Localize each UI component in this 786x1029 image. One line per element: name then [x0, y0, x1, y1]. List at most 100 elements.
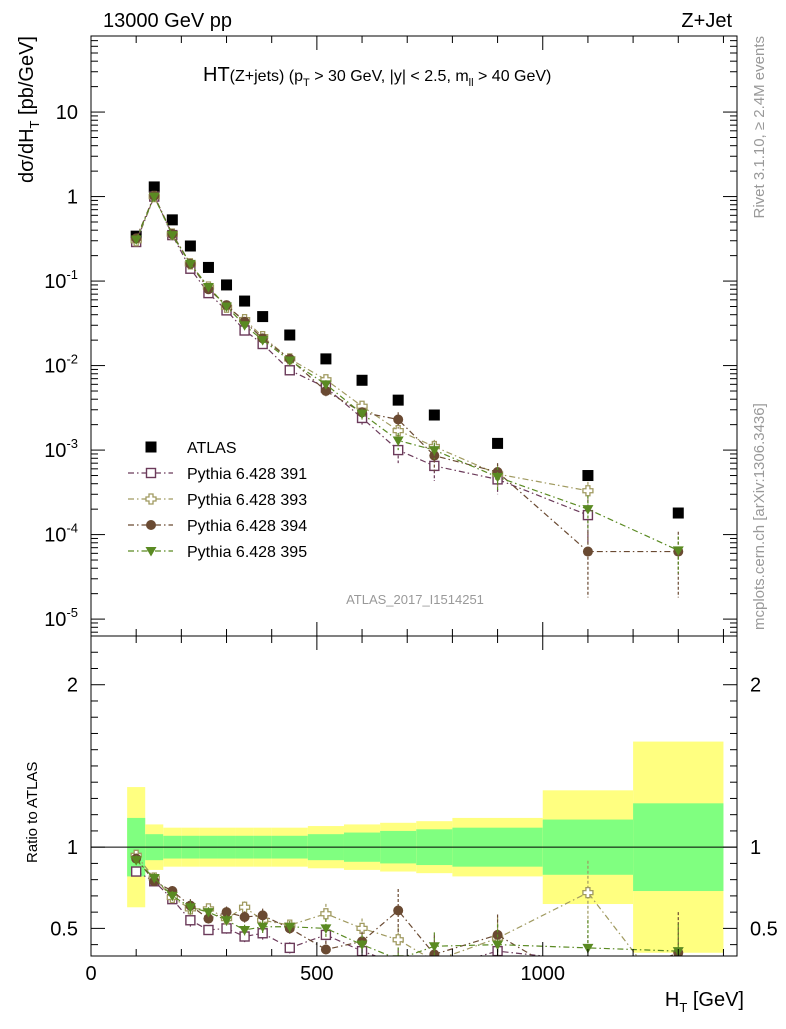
x-axis-label: HT [GeV] — [665, 989, 744, 1015]
ratio-point-pythia-6-428-395-11 — [392, 955, 404, 956]
ratio-point-pythia-6-428-395-9 — [320, 924, 332, 934]
ratio-point-pythia-6-428-394-11 — [393, 905, 404, 916]
ratio-point-pythia-6-428-395-12 — [428, 942, 440, 952]
mcplots-reference-label: mcplots.cern.ch [arXiv:1306.3436] — [751, 403, 768, 630]
ratio-point-pythia-6-428-395-2 — [166, 891, 178, 902]
point-atlas-13 — [492, 437, 504, 449]
y-bot-tick-label-right-1: 1 — [750, 837, 761, 859]
point-atlas-8 — [284, 329, 296, 341]
x-tick-label-0: 0 — [85, 963, 96, 985]
ratio-point-pythia-6-428-394-6 — [239, 912, 250, 923]
legend-marker-pythia-6-428-393 — [145, 493, 157, 505]
ratio-point-pythia-6-428-394-14 — [583, 983, 593, 993]
ratio-point-pythia-6-428-394-5 — [221, 907, 232, 918]
ratio-point-pythia-6-428-391-4 — [203, 924, 214, 936]
point-pythia-6-428-395-5 — [221, 302, 233, 313]
point-pythia-6-428-394-11 — [393, 414, 404, 425]
point-pythia-6-428-395-11 — [392, 436, 404, 446]
ratio-point-pythia-6-428-394-9 — [320, 944, 331, 955]
rivet-version-label: Rivet 3.1.10, ≥ 2.4M events — [751, 36, 768, 219]
line-pythia-6-428-393 — [135, 195, 589, 492]
point-atlas-7 — [257, 311, 269, 323]
y-top-tick-label-6: 10 — [56, 102, 78, 124]
ratio-point-pythia-6-428-395-0 — [130, 856, 142, 866]
x-tick-label-2: 1000 — [520, 963, 565, 985]
ratio-point-pythia-6-428-393-9 — [320, 908, 332, 920]
ratio-point-pythia-6-428-391-11 — [394, 960, 403, 969]
legend-label-pythia-6-428-394: Pythia 6.428 394 — [187, 518, 307, 535]
point-pythia-6-428-395-1 — [148, 192, 160, 203]
ratio-point-pythia-6-428-395-7 — [257, 922, 269, 933]
legend-label-atlas: ATLAS — [187, 440, 237, 457]
ratio-point-pythia-6-428-393-14 — [582, 887, 594, 899]
y-top-tick-label-2: 10-3 — [44, 436, 78, 462]
point-pythia-6-428-395-13 — [492, 473, 504, 483]
ratio-point-pythia-6-428-391-14 — [582, 955, 594, 956]
ratio-point-pythia-6-428-391-3 — [185, 915, 196, 926]
ratio-point-pythia-6-428-391-12 — [430, 964, 439, 973]
y-top-tick-label-1: 10-4 — [44, 521, 78, 547]
point-pythia-6-428-395-3 — [184, 259, 196, 270]
ratio-point-pythia-6-428-393-12 — [431, 955, 437, 956]
point-pythia-6-428-393-11 — [392, 424, 404, 437]
y-top-tick-label-5: 1 — [67, 187, 78, 209]
point-pythia-6-428-395-8 — [284, 356, 296, 366]
ratio-point-pythia-6-428-391-8 — [284, 942, 295, 954]
x-tick-label-1: 500 — [300, 963, 333, 985]
point-pythia-6-428-395-12 — [428, 446, 440, 456]
point-pythia-6-428-393-14 — [582, 485, 594, 497]
legend-label-pythia-6-428-393: Pythia 6.428 393 — [187, 492, 307, 509]
ratio-line-pythia-6-428-395 — [135, 859, 679, 956]
ratio-point-pythia-6-428-395-10 — [356, 940, 368, 951]
point-pythia-6-428-395-10 — [356, 409, 368, 420]
y-bot-tick-label-left-1: 1 — [67, 837, 78, 859]
y-top-tick-label-3: 10-2 — [44, 352, 78, 378]
point-atlas-6 — [239, 295, 251, 307]
point-atlas-2 — [166, 214, 178, 226]
point-pythia-6-428-395-0 — [130, 235, 142, 246]
ratio-plot-frame — [90, 635, 738, 957]
point-pythia-6-428-395-15 — [672, 546, 684, 556]
point-pythia-6-428-391-8 — [284, 365, 295, 376]
ratio-point-pythia-6-428-393-11 — [392, 934, 404, 946]
plot-title: HT(Z+jets) (pT > 30 GeV, |y| < 2.5, mll … — [203, 64, 551, 89]
ratio-point-pythia-6-428-395-5 — [221, 916, 233, 926]
y-bot-tick-label-left-2: 2 — [67, 675, 78, 697]
point-atlas-1 — [148, 181, 160, 193]
point-atlas-9 — [320, 353, 332, 365]
point-pythia-6-428-395-14 — [582, 505, 594, 515]
point-atlas-3 — [184, 240, 196, 252]
point-atlas-12 — [428, 409, 440, 421]
point-atlas-10 — [356, 374, 368, 386]
y-bot-tick-label-right-0: 0.5 — [750, 918, 778, 940]
y-top-tick-label-4: 10-1 — [44, 267, 78, 293]
line-pythia-6-428-395 — [135, 195, 679, 551]
ratio-line-pythia-6-428-391 — [135, 871, 549, 956]
ratio-point-pythia-6-428-393-10 — [356, 922, 368, 935]
ratio-point-pythia-6-428-395-13 — [492, 940, 504, 951]
point-atlas-11 — [392, 394, 404, 406]
ratio-point-pythia-6-428-395-8 — [284, 922, 296, 933]
header-left: 13000 GeV pp — [103, 10, 232, 32]
y-axis-label-bottom: Ratio to ATLAS — [24, 762, 41, 863]
point-atlas-15 — [672, 507, 684, 519]
ratio-point-pythia-6-428-391-0 — [130, 866, 142, 877]
header-right: Z+Jet — [681, 10, 732, 32]
point-pythia-6-428-395-6 — [239, 321, 251, 331]
point-pythia-6-428-394-9 — [320, 386, 331, 397]
point-atlas-5 — [221, 279, 233, 291]
legend-marker-atlas — [145, 441, 157, 453]
ratio-point-pythia-6-428-394-4 — [203, 913, 214, 924]
point-pythia-6-428-395-2 — [166, 231, 178, 241]
ratio-point-pythia-6-428-393-6 — [238, 901, 251, 913]
ratio-line-pythia-6-428-394 — [135, 858, 679, 956]
point-atlas-4 — [202, 261, 214, 273]
ratio-point-pythia-6-428-395-6 — [239, 926, 251, 936]
analysis-id-label: ATLAS_2017_I1514251 — [346, 592, 484, 607]
y-bot-tick-label-left-0: 0.5 — [50, 918, 78, 940]
point-atlas-14 — [582, 470, 594, 482]
legend-label-pythia-6-428-395: Pythia 6.428 395 — [187, 544, 307, 561]
ratio-point-pythia-6-428-395-4 — [202, 908, 214, 918]
